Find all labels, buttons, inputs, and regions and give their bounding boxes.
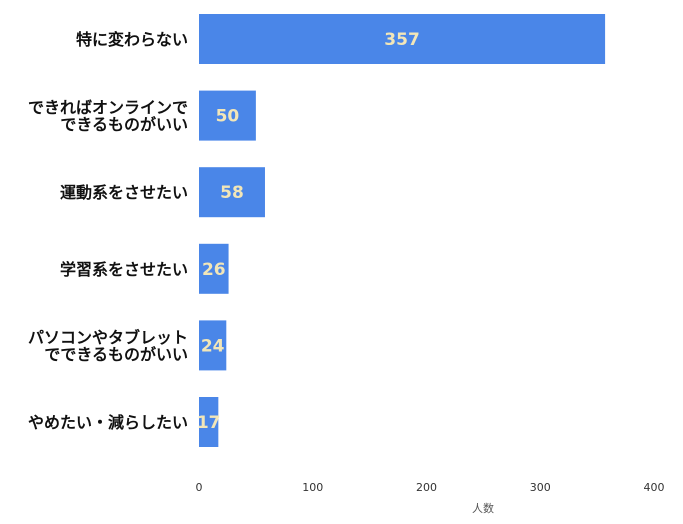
x-tick-label: 100 (302, 481, 323, 494)
value-labels: 357 50 58 26 24 17 (197, 30, 420, 433)
x-tick-label: 0 (196, 481, 203, 494)
x-tick-label: 300 (530, 481, 551, 494)
bar (199, 167, 265, 218)
bars-group (199, 14, 606, 447)
bar (199, 320, 227, 371)
x-tick-label: 400 (644, 481, 665, 494)
bar-value-label: 58 (220, 183, 244, 203)
bar (199, 397, 219, 447)
bar (199, 90, 256, 141)
category-label: できればオンラインでできるものがいい (28, 98, 188, 134)
category-label: パソコンやタブレットでできるものがいい (28, 328, 188, 364)
bar-value-label: 17 (197, 413, 221, 433)
bar-value-label: 357 (384, 30, 420, 50)
bar-value-label: 26 (202, 260, 226, 280)
category-label: やめたい・減らしたい (28, 413, 188, 432)
bar (199, 14, 606, 64)
category-labels: 特に変わらないできればオンラインでできるものがいい運動系をさせたい学習系をさせた… (28, 30, 188, 432)
bar-value-label: 50 (216, 107, 240, 127)
category-label: 特に変わらない (76, 30, 188, 49)
x-tick-label: 200 (416, 481, 437, 494)
bar-value-label: 24 (201, 336, 225, 356)
category-label: 学習系をさせたい (60, 260, 188, 279)
x-axis-ticks: 0 100 200 300 400 (196, 481, 665, 494)
bar (199, 243, 229, 294)
category-label: 運動系をさせたい (60, 183, 188, 202)
x-axis-title: 人数 (472, 502, 494, 515)
